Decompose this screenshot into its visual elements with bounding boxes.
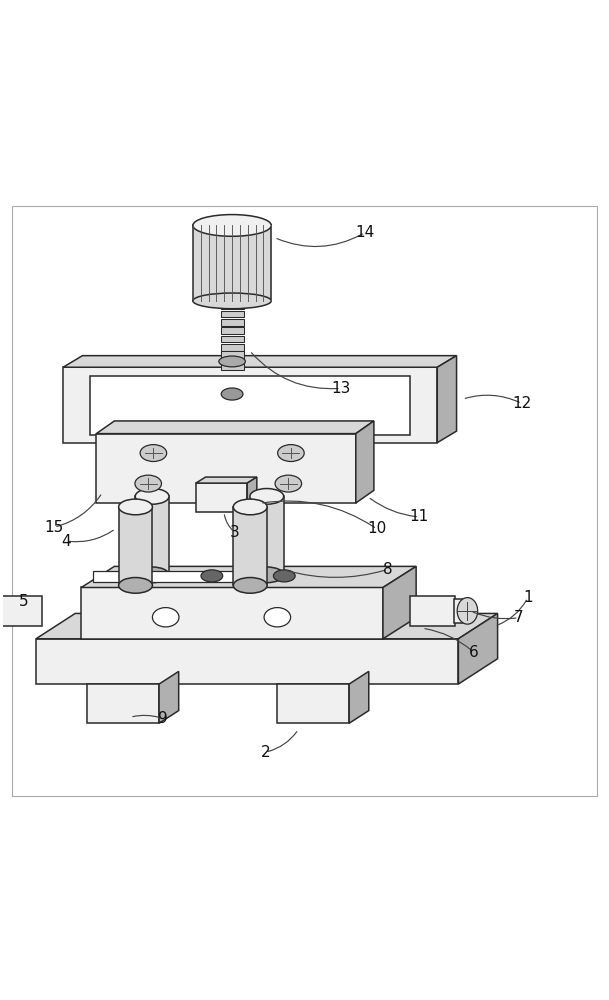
- Bar: [36, 639, 459, 684]
- Text: 11: 11: [409, 509, 429, 524]
- Ellipse shape: [140, 445, 167, 462]
- Ellipse shape: [275, 475, 301, 492]
- Text: 6: 6: [468, 645, 478, 660]
- Bar: [220, 319, 244, 326]
- Bar: [220, 351, 244, 370]
- Bar: [119, 507, 152, 585]
- Bar: [276, 684, 349, 723]
- Bar: [0, 596, 42, 626]
- Polygon shape: [196, 477, 257, 483]
- Text: 4: 4: [62, 534, 71, 549]
- Bar: [86, 684, 159, 723]
- Text: 2: 2: [261, 745, 270, 760]
- Bar: [96, 434, 356, 503]
- Polygon shape: [459, 613, 498, 684]
- Bar: [63, 367, 437, 443]
- Ellipse shape: [135, 567, 169, 583]
- Text: 1: 1: [523, 590, 533, 605]
- Bar: [454, 599, 470, 623]
- Polygon shape: [247, 477, 257, 512]
- Ellipse shape: [152, 608, 179, 627]
- Ellipse shape: [221, 388, 243, 400]
- Ellipse shape: [193, 293, 272, 309]
- Bar: [233, 507, 267, 585]
- Text: 8: 8: [383, 562, 393, 577]
- Ellipse shape: [250, 567, 284, 583]
- Polygon shape: [383, 566, 416, 639]
- Text: 15: 15: [44, 520, 64, 535]
- Ellipse shape: [233, 499, 267, 515]
- Ellipse shape: [273, 570, 295, 582]
- Bar: [135, 496, 169, 575]
- Ellipse shape: [219, 356, 245, 367]
- Polygon shape: [96, 421, 374, 434]
- Bar: [93, 571, 259, 582]
- Ellipse shape: [119, 578, 152, 593]
- Text: 12: 12: [512, 396, 532, 411]
- Ellipse shape: [201, 570, 223, 582]
- Text: 9: 9: [158, 711, 167, 726]
- Ellipse shape: [135, 489, 169, 504]
- Ellipse shape: [233, 578, 267, 593]
- Polygon shape: [159, 671, 178, 723]
- Ellipse shape: [250, 489, 284, 504]
- Polygon shape: [81, 566, 416, 587]
- Ellipse shape: [264, 608, 290, 627]
- Bar: [220, 311, 244, 317]
- Bar: [220, 302, 244, 309]
- Bar: [410, 596, 456, 626]
- Ellipse shape: [135, 475, 161, 492]
- Bar: [250, 496, 284, 575]
- Text: 3: 3: [230, 525, 240, 540]
- Polygon shape: [356, 421, 374, 503]
- Polygon shape: [349, 671, 369, 723]
- Bar: [220, 352, 244, 359]
- Ellipse shape: [193, 215, 272, 236]
- Polygon shape: [36, 613, 498, 639]
- Text: 13: 13: [331, 381, 350, 396]
- Bar: [220, 336, 244, 342]
- Polygon shape: [63, 356, 457, 367]
- Bar: [196, 483, 247, 512]
- Ellipse shape: [457, 598, 477, 624]
- Text: 10: 10: [367, 521, 387, 536]
- Bar: [193, 225, 272, 301]
- Text: 7: 7: [514, 610, 524, 625]
- Text: 5: 5: [19, 594, 29, 609]
- Ellipse shape: [119, 499, 152, 515]
- Bar: [90, 376, 410, 435]
- Bar: [220, 344, 244, 351]
- Bar: [81, 587, 383, 639]
- Text: 14: 14: [355, 225, 375, 240]
- Bar: [220, 327, 244, 334]
- Ellipse shape: [278, 445, 304, 462]
- Bar: [220, 360, 244, 367]
- Polygon shape: [437, 356, 457, 443]
